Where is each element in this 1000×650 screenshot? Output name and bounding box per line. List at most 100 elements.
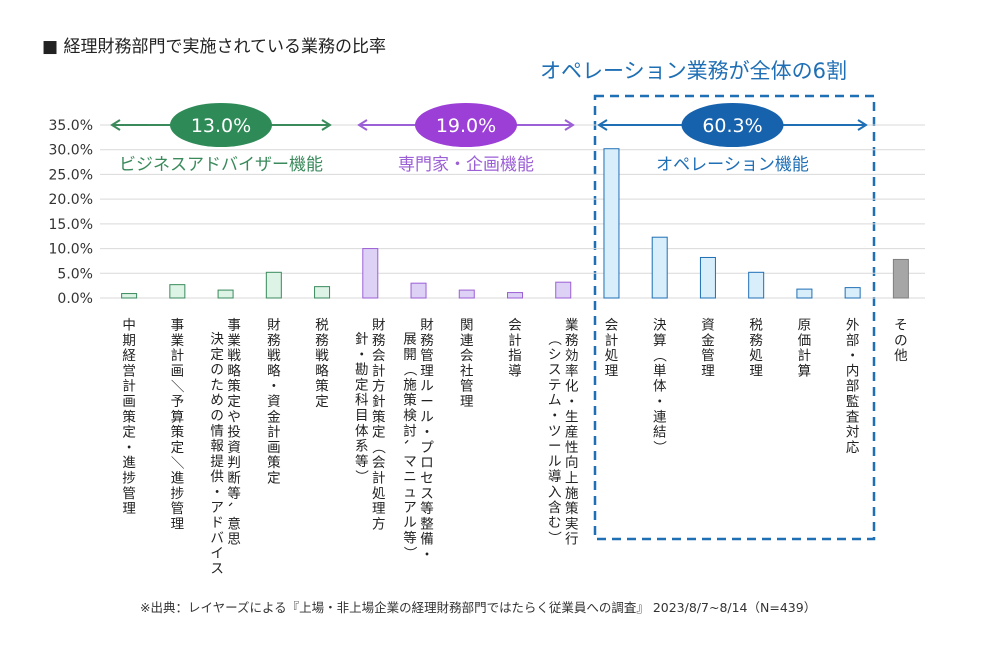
x-tick-char: 提 (210, 454, 224, 470)
x-tick-char: 捗 (122, 470, 136, 486)
x-tick-char: 等 (403, 529, 417, 546)
x-tick-char: 結 (653, 425, 667, 441)
x-tick-char: 意 (227, 515, 241, 532)
x-tick-char: 会 (605, 317, 619, 333)
gridlines (100, 124, 925, 299)
x-tick-char: 方 (372, 379, 386, 395)
x-tick-char: 体 (355, 423, 369, 439)
x-tick-char: 効 (565, 348, 579, 364)
y-tick-label: 10.0% (49, 242, 93, 258)
x-tick-char: 情 (210, 423, 224, 439)
x-tick-char: テ (548, 377, 562, 393)
x-tick-char: 務 (749, 333, 763, 349)
x-tick-char: 事 (227, 317, 241, 333)
x-tick-char: 略 (267, 363, 281, 379)
x-tick-char: 産 (565, 425, 579, 441)
x-tick-char: 会 (508, 317, 522, 333)
x-tick-char: 内 (846, 363, 860, 379)
x-tick-char: 理 (749, 363, 763, 379)
x-tick-char: 単 (653, 363, 667, 379)
x-tick-char: 断 (227, 470, 241, 486)
x-tick-char: 向 (565, 455, 579, 471)
x-tick-char: プ (420, 440, 434, 456)
x-tick-char: 対 (846, 425, 860, 441)
x-tick-char: ・ (267, 379, 281, 395)
x-tick-char: ー (420, 394, 434, 410)
x-tick-char: 予 (171, 394, 185, 410)
x-tick-char: 管 (420, 348, 434, 364)
x-tick-char: 定 (315, 394, 329, 410)
arrow-right-icon (564, 119, 575, 131)
x-tick-char: 務 (420, 333, 434, 349)
x-tick-char: ・ (548, 408, 562, 424)
x-tick-char: 等 (227, 485, 241, 502)
x-tick-char: ／ (169, 379, 185, 393)
x-tick-char: 思 (227, 532, 241, 548)
x-tick-char: 理 (701, 363, 715, 379)
x-tick-char: 導 (548, 469, 562, 485)
x-tick-char: 管 (122, 486, 136, 502)
x-tick-char: ス (548, 362, 562, 378)
x-tick-char: 勘 (355, 362, 369, 378)
x-tick-char: 施 (565, 486, 579, 502)
x-tick-char: そ (894, 317, 908, 333)
x-tick-char: 導 (508, 363, 522, 379)
x-tick-char: 中 (122, 317, 136, 333)
chart-title: ■ 経理財務部門で実施されている業務の比率 (42, 37, 386, 57)
x-tick-char: 会 (372, 348, 386, 364)
x-tick-char: 業 (171, 333, 185, 349)
x-tick-char: 上 (565, 470, 579, 486)
x-tick-char: ） (546, 531, 562, 545)
x-tick-label: 決算（単体・連結） (651, 317, 667, 453)
x-tick-char: 科 (355, 393, 369, 409)
x-tick-char: 判 (227, 455, 241, 471)
x-tick-char: 方 (372, 516, 386, 532)
x-tick-char: や (227, 409, 241, 425)
x-tick-char: 部 (846, 333, 860, 349)
x-tick-char: 営 (122, 363, 136, 379)
x-tick-char: ス (210, 561, 224, 577)
bar (458, 289, 475, 299)
x-tick-char: ツ (548, 423, 562, 439)
x-tick-char: 入 (548, 484, 562, 500)
x-tick-char: ロ (420, 455, 434, 471)
x-tick-char: （ (651, 349, 667, 363)
x-tick-char: ル (403, 515, 417, 531)
x-tick-char: 定 (355, 377, 369, 393)
bars (121, 148, 909, 299)
bar (892, 258, 909, 299)
x-tick-char: 性 (565, 440, 579, 456)
share-value: 60.3% (702, 115, 762, 137)
x-tick-char: （ (401, 363, 417, 377)
x-tick-char: ア (403, 500, 417, 516)
x-tick-char: 策 (171, 424, 185, 441)
x-tick-char: 整 (420, 516, 434, 532)
x-tick-char: た (210, 377, 224, 393)
x-tick-char: 期 (122, 333, 136, 349)
x-tick-char: 施 (403, 377, 417, 393)
bar (748, 271, 765, 299)
x-axis-labels: 中期経営計画策定・進捗管理事業計画／予算策定／進捗管理事業戦略策定や投資判断等、… (122, 317, 907, 576)
x-tick-char: 監 (846, 393, 860, 410)
x-tick-char: 等 (420, 500, 434, 517)
x-tick-char: バ (210, 530, 224, 546)
x-tick-char: 金 (701, 333, 715, 349)
x-tick-char: 含 (548, 500, 562, 516)
x-tick-label: その他 (894, 317, 908, 364)
x-tick-char: む (548, 515, 562, 531)
x-tick-char: 体 (653, 379, 667, 395)
x-tick-char: 計 (798, 348, 812, 364)
x-tick-char: 管 (701, 348, 715, 364)
x-tick-char: 他 (894, 348, 908, 364)
x-tick-char: 指 (508, 348, 522, 364)
x-tick-char: ド (210, 515, 224, 531)
x-tick-char: 税 (749, 317, 763, 333)
y-tick-label: 5.0% (57, 266, 93, 282)
x-tick-char: 戦 (267, 348, 281, 364)
bar (362, 248, 379, 299)
